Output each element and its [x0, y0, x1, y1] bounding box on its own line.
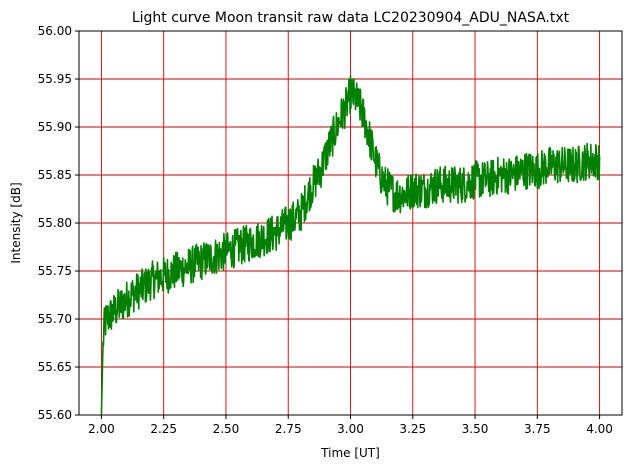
x-tick-label: 3.25 [399, 422, 426, 436]
y-axis-label: Intensity [dB] [9, 182, 23, 263]
y-tick-label: 56.00 [38, 24, 72, 38]
x-axis-ticks: 2.00 2.25 2.50 2.75 3.00 3.25 3.50 3.75 4.00 [88, 415, 613, 436]
y-tick-label: 55.85 [38, 168, 72, 182]
y-tick-label: 55.60 [38, 408, 72, 422]
y-tick-label: 55.80 [38, 216, 72, 230]
y-tick-label: 55.65 [38, 360, 72, 374]
x-tick-label: 4.00 [586, 422, 613, 436]
x-tick-label: 2.75 [275, 422, 302, 436]
x-tick-label: 2.00 [88, 422, 115, 436]
x-axis-label: Time [UT] [320, 446, 380, 460]
x-tick-label: 2.25 [150, 422, 177, 436]
y-tick-label: 55.70 [38, 312, 72, 326]
x-tick-label: 3.50 [462, 422, 489, 436]
chart-title: Light curve Moon transit raw data LC2023… [132, 10, 570, 26]
series-line [100, 74, 601, 416]
x-tick-label: 3.00 [337, 422, 364, 436]
series-layer [100, 74, 601, 416]
y-tick-label: 55.90 [38, 120, 72, 134]
y-tick-label: 55.95 [38, 72, 72, 86]
y-tick-label: 55.75 [38, 264, 72, 278]
x-tick-label: 2.50 [213, 422, 240, 436]
plot-area: 2.00 2.25 2.50 2.75 3.00 3.25 3.50 3.75 4.00 55.… [38, 24, 623, 436]
x-tick-label: 3.75 [524, 422, 551, 436]
y-axis-ticks: 55.60 55.65 55.70 55.75 55.80 55.85 55.90 55.95… [38, 24, 79, 422]
